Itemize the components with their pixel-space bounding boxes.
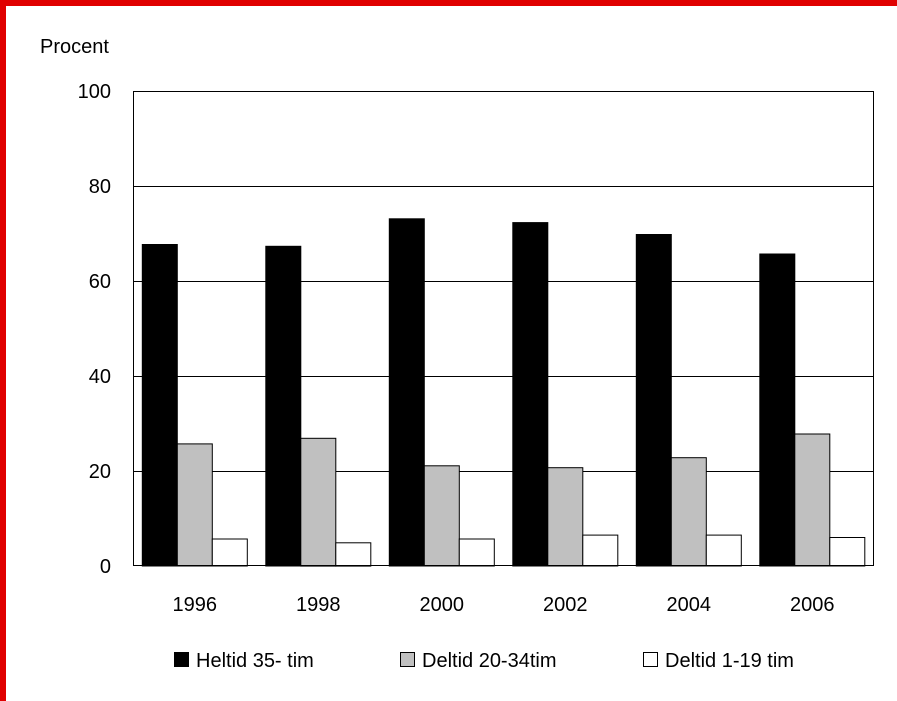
x-tick-label-2004: 2004 xyxy=(667,594,712,616)
frame-left-border xyxy=(0,0,6,701)
y-axis-label: Procent xyxy=(40,36,109,58)
y-tick-label-40: 40 xyxy=(89,366,111,388)
bar-heltid-35--tim-2002 xyxy=(512,222,549,567)
bar-deltid-20-34tim-2006 xyxy=(794,433,831,567)
bar-heltid-35--tim-1998 xyxy=(265,245,302,567)
legend-label-2: Deltid 20-34tim xyxy=(422,650,557,672)
bar-deltid-20-34tim-2002 xyxy=(547,467,584,567)
bar-deltid-1-19-tim-2000 xyxy=(458,538,495,567)
legend-label-1: Heltid 35- tim xyxy=(196,650,314,672)
gridlines xyxy=(133,186,874,472)
bars xyxy=(141,218,866,567)
bar-deltid-1-19-tim-2002 xyxy=(582,534,619,567)
bar-heltid-35--tim-2006 xyxy=(759,253,796,567)
legend-label-3: Deltid 1-19 tim xyxy=(665,650,794,672)
x-tick-label-1998: 1998 xyxy=(296,594,341,616)
x-tick-label-2002: 2002 xyxy=(543,594,588,616)
bar-deltid-1-19-tim-1998 xyxy=(335,542,372,567)
y-tick-label-0: 0 xyxy=(100,556,111,578)
bar-heltid-35--tim-2000 xyxy=(388,218,425,567)
bar-deltid-20-34tim-2000 xyxy=(423,465,460,567)
legend-swatch-2 xyxy=(400,652,415,667)
bar-heltid-35--tim-2004 xyxy=(635,234,672,567)
bar-deltid-20-34tim-2004 xyxy=(670,457,707,567)
legend: Heltid 35- tim Deltid 20-34tim Deltid 1-19… xyxy=(174,650,794,672)
plot-border xyxy=(133,91,874,566)
y-tick-label-100: 100 xyxy=(78,81,111,103)
bar-deltid-20-34tim-1996 xyxy=(176,443,213,567)
x-tick-label-2000: 2000 xyxy=(420,594,465,616)
y-tick-label-20: 20 xyxy=(89,461,111,483)
x-tick-label-2006: 2006 xyxy=(790,594,835,616)
plot-frame xyxy=(133,91,874,566)
y-tick-labels: 0 20 40 60 80 100 xyxy=(78,81,111,578)
bar-deltid-20-34tim-1998 xyxy=(300,437,337,567)
x-tick-labels: 1996 1998 2000 2002 2004 2006 xyxy=(173,594,835,616)
frame-top-border xyxy=(0,0,897,6)
bar-deltid-1-19-tim-2004 xyxy=(705,534,742,567)
plot-area xyxy=(133,91,874,566)
legend-swatch-1 xyxy=(174,652,189,667)
bar-deltid-1-19-tim-1996 xyxy=(211,538,248,567)
y-tick-label-80: 80 xyxy=(89,176,111,198)
bar-heltid-35--tim-1996 xyxy=(141,244,178,567)
bar-deltid-1-19-tim-2006 xyxy=(829,537,866,567)
legend-swatch-3 xyxy=(643,652,658,667)
x-tick-label-1996: 1996 xyxy=(173,594,218,616)
y-tick-label-60: 60 xyxy=(89,271,111,293)
